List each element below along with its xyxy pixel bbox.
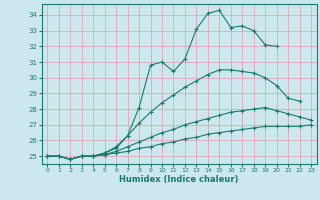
X-axis label: Humidex (Indice chaleur): Humidex (Indice chaleur) bbox=[119, 175, 239, 184]
